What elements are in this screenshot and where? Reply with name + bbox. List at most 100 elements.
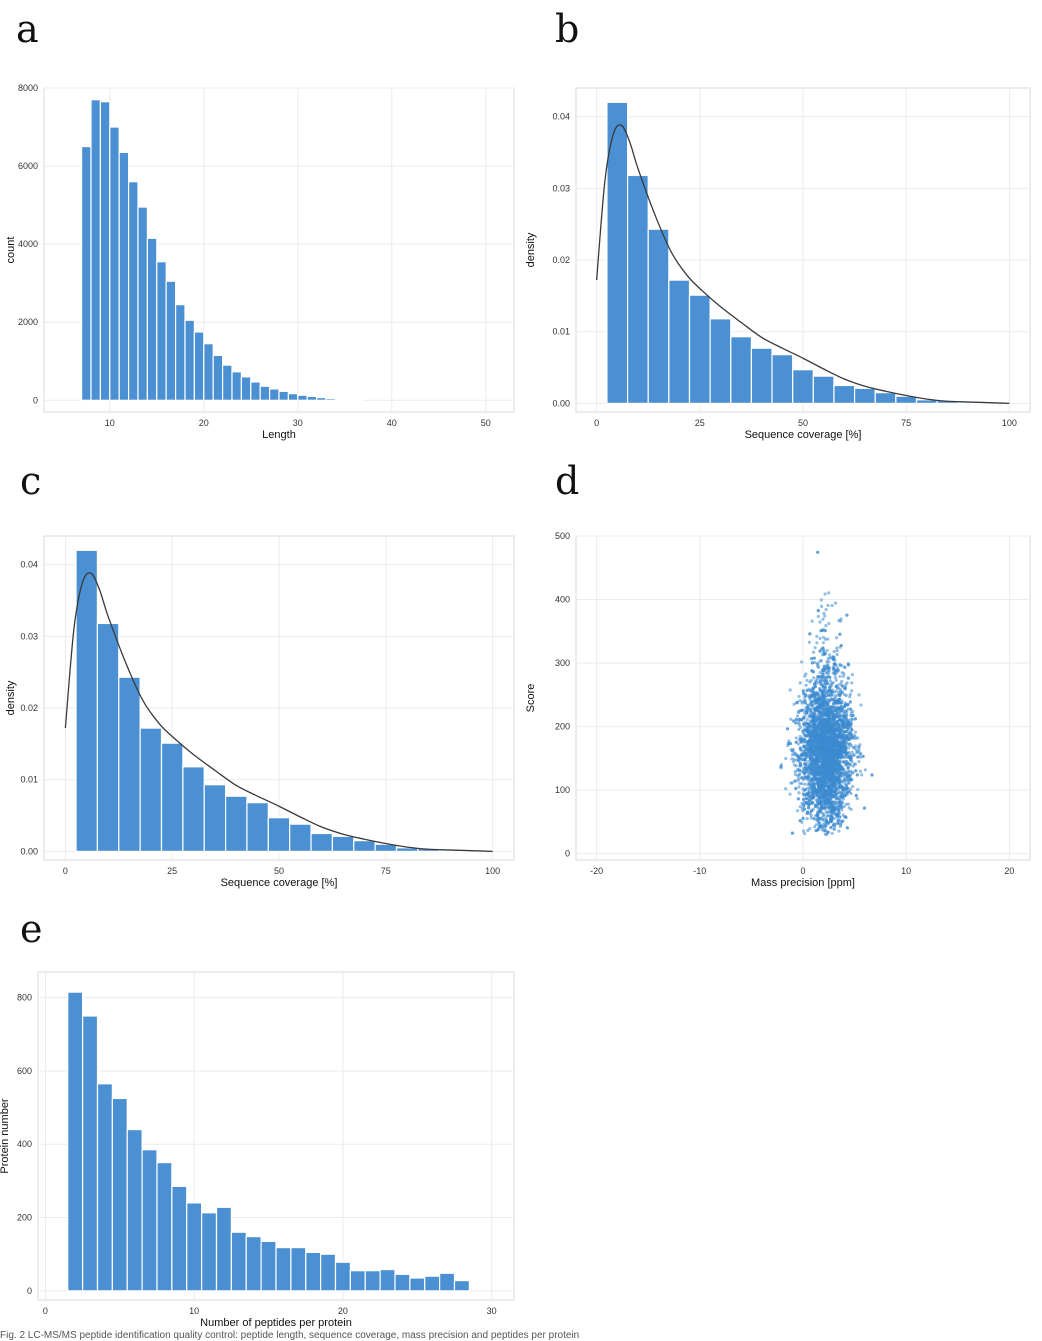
scatter-point <box>802 692 805 695</box>
y-tick-label: 0.00 <box>20 846 38 856</box>
scatter-point <box>814 805 817 808</box>
scatter-point <box>816 781 819 784</box>
scatter-point <box>828 676 831 679</box>
scatter-point <box>825 678 828 681</box>
scatter-point <box>851 771 854 774</box>
scatter-point <box>847 743 850 746</box>
scatter-point <box>832 667 835 670</box>
histogram-bar <box>251 382 260 400</box>
histogram-bar <box>142 1150 157 1291</box>
scatter-point <box>805 734 808 737</box>
histogram-bar <box>157 1163 172 1291</box>
scatter-point <box>798 782 801 785</box>
x-tick-label: 0 <box>43 1306 48 1316</box>
histogram-bar <box>365 1271 380 1291</box>
scatter-point <box>831 778 834 781</box>
scatter-point <box>817 615 820 618</box>
scatter-point <box>799 805 802 808</box>
scatter-point <box>838 785 841 788</box>
histogram-bar <box>140 728 161 851</box>
histogram-bar <box>97 623 118 851</box>
x-axis-title: Sequence coverage [%] <box>745 429 862 441</box>
scatter-point <box>830 789 833 792</box>
scatter-point <box>828 806 831 809</box>
scatter-point <box>844 686 847 689</box>
scatter-point <box>859 770 862 773</box>
x-tick-label: 20 <box>199 418 209 428</box>
scatter-point <box>842 722 845 725</box>
scatter-point <box>824 629 827 632</box>
scatter-point <box>829 755 832 758</box>
scatter-point <box>792 703 795 706</box>
scatter-point <box>833 822 836 825</box>
scatter-point <box>806 811 809 814</box>
histogram-bar <box>183 767 204 852</box>
scatter-point <box>851 673 854 676</box>
histogram-bar <box>288 394 297 401</box>
scatter-point <box>847 766 850 769</box>
scatter-point <box>806 730 809 733</box>
x-tick-label: 0 <box>594 418 599 428</box>
scatter-point <box>824 824 827 827</box>
histogram-bar <box>204 785 225 852</box>
scatter-point <box>806 707 809 710</box>
scatter-point <box>810 778 813 781</box>
scatter-point <box>824 720 827 723</box>
scatter-point <box>828 686 831 689</box>
scatter-point <box>810 792 813 795</box>
scatter-point <box>841 684 844 687</box>
scatter-point <box>806 829 809 832</box>
scatter-point <box>807 760 810 763</box>
scatter-point <box>806 817 809 820</box>
scatter-point <box>857 746 860 749</box>
x-tick-label: 50 <box>274 866 284 876</box>
scatter-point <box>827 591 830 594</box>
scatter-point <box>807 799 810 802</box>
y-tick-label: 0.01 <box>552 327 570 337</box>
scatter-point <box>817 699 820 702</box>
scatter-point <box>806 689 809 692</box>
scatter-point <box>821 736 824 739</box>
scatter-point <box>847 735 850 738</box>
scatter-point <box>808 696 811 699</box>
scatter-point <box>846 792 849 795</box>
scatter-point <box>832 657 835 660</box>
scatter-point <box>822 636 825 639</box>
scatter-point <box>840 751 843 754</box>
scatter-point <box>810 766 813 769</box>
x-tick-label: 25 <box>695 418 705 428</box>
panel-letter-b: b <box>555 10 579 48</box>
scatter-point <box>833 717 836 720</box>
scatter-point <box>811 661 814 664</box>
scatter-point <box>795 701 798 704</box>
scatter-point <box>827 770 830 773</box>
scatter-point <box>821 618 824 621</box>
scatter-point <box>818 650 821 653</box>
scatter-point <box>839 823 842 826</box>
scatter-point <box>844 816 847 819</box>
y-axis-title: density <box>5 680 17 715</box>
scatter-point <box>801 817 804 820</box>
y-tick-label: 2000 <box>18 317 38 327</box>
scatter-point <box>830 749 833 752</box>
histogram-bar <box>213 355 222 400</box>
histogram-bar <box>440 1273 455 1291</box>
histogram-bar <box>731 337 752 404</box>
scatter-point <box>791 749 794 752</box>
scatter-point <box>808 803 811 806</box>
scatter-point <box>807 722 810 725</box>
scatter-point <box>818 620 821 623</box>
x-tick-label: 30 <box>293 418 303 428</box>
scatter-point <box>803 739 806 742</box>
scatter-point <box>806 742 809 745</box>
histogram-bar <box>276 1248 291 1291</box>
scatter-point <box>828 722 831 725</box>
y-tick-label: 400 <box>17 1139 32 1149</box>
scatter-point <box>811 620 814 623</box>
scatter-point <box>814 753 817 756</box>
scatter-point <box>802 804 805 807</box>
scatter-point <box>822 668 825 671</box>
